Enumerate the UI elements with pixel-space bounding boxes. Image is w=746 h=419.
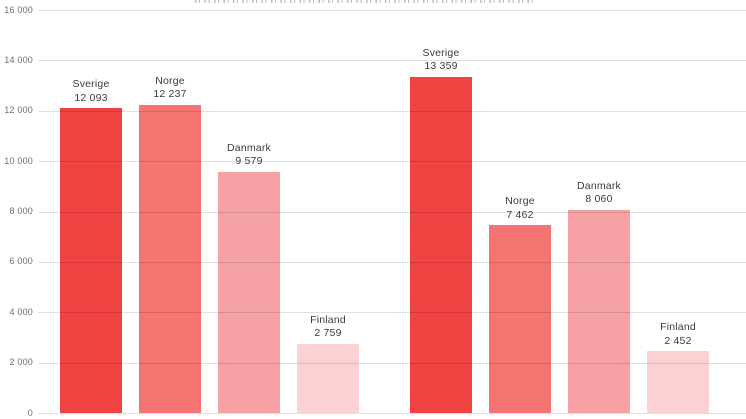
bar-value-label: 8 060 <box>585 193 613 206</box>
bar-country-label: Sverige <box>422 46 460 59</box>
bar-danmark-group2 <box>568 210 630 413</box>
bar-country-label: Danmark <box>227 141 271 154</box>
bar-finland-group1 <box>297 343 359 413</box>
gridline-4000 <box>38 312 746 314</box>
bar-norge-group1 <box>139 104 201 413</box>
bar-sverige-group1 <box>60 108 122 413</box>
bar-value-label: 9 579 <box>235 155 263 168</box>
bar-label-finland-group1: Finland 2 759 <box>273 314 383 341</box>
bar-country-label: Danmark <box>577 179 621 192</box>
bar-country-label: Finland <box>310 313 346 326</box>
y-axis-tick-label: 14 000 <box>4 54 33 65</box>
gridline-8000 <box>38 211 746 213</box>
gridline-6000 <box>38 261 746 263</box>
bar-finland-group2 <box>647 351 709 413</box>
gridline-2000 <box>38 362 746 364</box>
bar-label-sverige-group1: Sverige 12 093 <box>36 78 146 105</box>
bar-label-norge-group2: Norge 7 462 <box>465 195 575 222</box>
bar-label-danmark-group1: Danmark 9 579 <box>194 142 304 169</box>
gridline-12000 <box>38 110 746 112</box>
bar-value-label: 13 359 <box>424 60 458 73</box>
y-axis-tick-label: 4 000 <box>9 306 33 317</box>
y-axis-tick-label: 8 000 <box>9 206 33 216</box>
bar-label-sverige-group2: Sverige 13 359 <box>386 47 496 74</box>
bar-norge-group2 <box>489 225 551 413</box>
bar-value-label: 12 093 <box>74 91 108 104</box>
gridline-14000 <box>38 60 746 62</box>
bar-value-label: 12 237 <box>153 88 187 101</box>
bar-country-label: Norge <box>505 195 535 208</box>
bar-country-label: Norge <box>155 74 185 87</box>
bar-value-label: 7 462 <box>506 208 534 221</box>
y-axis-tick-label: 10 000 <box>4 155 33 166</box>
bar-value-label: 2 452 <box>664 334 692 347</box>
y-axis-tick-label: 6 000 <box>9 256 33 267</box>
bar-label-danmark-group2: Danmark 8 060 <box>544 180 654 207</box>
bar-label-finland-group2: Finland 2 452 <box>623 321 733 348</box>
bar-country-label: Finland <box>660 321 696 334</box>
bar-label-norge-group1: Norge 12 237 <box>115 75 225 102</box>
y-axis-tick-label: 16 000 <box>4 4 33 15</box>
bar-country-label: Sverige <box>72 78 110 91</box>
y-axis-tick-label: 0 <box>27 407 33 418</box>
cropped-title-remnant <box>195 0 535 3</box>
bar-sverige-group2 <box>410 76 472 413</box>
bar-danmark-group1 <box>218 171 280 413</box>
bar-value-label: 2 759 <box>314 327 342 339</box>
y-axis-tick-label: 12 000 <box>4 105 33 116</box>
gridline-16000 <box>38 10 746 11</box>
gridline-10000 <box>38 161 746 163</box>
gridline-0 <box>38 413 746 414</box>
y-axis-tick-label: 2 000 <box>9 357 33 368</box>
